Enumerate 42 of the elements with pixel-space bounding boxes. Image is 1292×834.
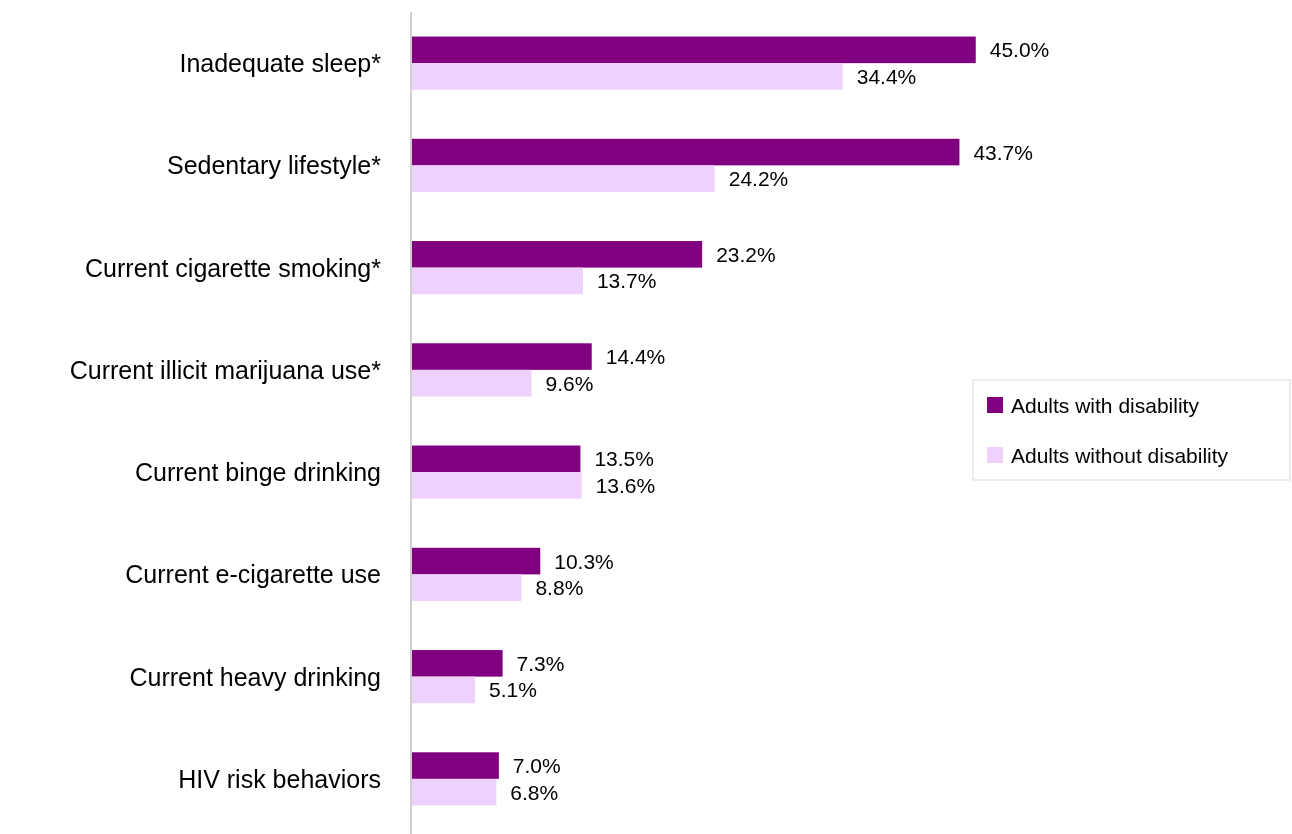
bar [411,472,582,499]
data-label: 23.2% [716,242,776,266]
bar [411,752,499,779]
data-label: 13.6% [595,473,656,497]
bar [411,547,541,575]
y-tick-label: HIV risk behaviors [178,764,381,793]
data-label: 7.3% [516,651,565,675]
bar [411,343,592,370]
data-label: 10.3% [554,549,614,573]
bar [411,369,532,397]
y-tick-label: Current binge drinking [135,458,381,487]
data-label: 5.1% [489,678,537,702]
data-label: 13.5% [594,447,654,471]
legend-label: Adults with disability [1011,393,1200,417]
bar [411,241,703,268]
legend-label: Adults without disability [1011,443,1229,467]
y-tick-label: Current e-cigarette use [125,560,381,589]
y-tick-label: Current heavy drinking [129,662,381,691]
data-label: 43.7% [973,140,1033,164]
y-tick-label: Inadequate sleep* [179,49,382,78]
bar [411,63,843,90]
data-label: 13.7% [596,269,657,293]
bar [411,165,715,192]
data-label: 14.4% [605,345,666,369]
bar [411,138,960,166]
bar [411,36,976,64]
data-label: 7.0% [512,754,561,778]
bar [411,574,522,601]
bar [411,778,497,806]
data-label: 34.4% [856,64,917,88]
bar [411,445,581,473]
data-label: 9.6% [545,371,594,395]
data-label: 8.8% [535,576,584,600]
data-label: 24.2% [728,167,789,191]
y-tick-label: Sedentary lifestyle* [166,151,382,180]
data-label: 6.8% [510,780,559,804]
bar [411,676,476,704]
bar [411,267,583,295]
y-tick-label: Current illicit marijuana use* [69,355,382,384]
y-tick-label: Current cigarette smoking* [85,253,382,282]
bar [411,650,503,677]
data-label: 45.0% [989,38,1050,62]
